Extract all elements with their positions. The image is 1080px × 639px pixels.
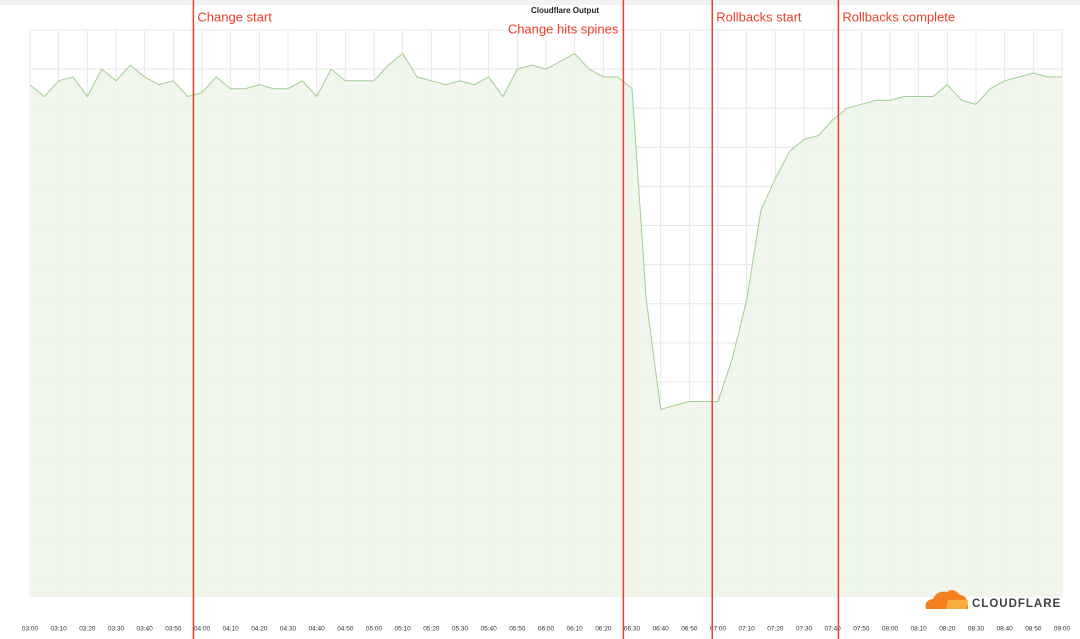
x-tick-label: 08:50 (1025, 626, 1042, 633)
x-tick-label: 08:20 (939, 626, 956, 633)
x-tick-label: 07:40 (825, 626, 842, 633)
x-tick-label: 04:20 (251, 626, 268, 633)
line (29, 52, 1062, 410)
x-tick-label: 08:40 (997, 626, 1014, 633)
annotation-label: Change start (197, 9, 272, 24)
x-tick-label: 07:10 (739, 626, 756, 633)
x-tick-label: 06:10 (567, 626, 584, 633)
x-tick-label: 07:50 (853, 626, 870, 633)
x-tick-label: 05:20 (423, 626, 440, 633)
logo-text: CLOUDFLARE (972, 598, 1061, 610)
x-tick-label: 06:50 (681, 626, 698, 633)
x-tick-label: 03:50 (165, 626, 182, 633)
top-band (0, 0, 1080, 5)
area-fill (30, 53, 1062, 597)
logo: CLOUDFLARE (925, 590, 1061, 610)
x-tick-label: 05:10 (395, 626, 412, 633)
x-tick-label: 03:10 (51, 626, 68, 633)
x-tick-label: 04:10 (223, 626, 240, 633)
x-tick-label: 05:00 (366, 626, 383, 633)
x-tick-label: 06:00 (538, 626, 555, 633)
x-tick-label: 07:00 (710, 626, 727, 633)
annotation-label: Rollbacks start (716, 9, 802, 24)
annotation-label: Change hits spines (508, 21, 619, 36)
x-tick-label: 04:00 (194, 626, 211, 633)
x-tick-label: 03:00 (22, 626, 39, 633)
x-tick-label: 04:30 (280, 626, 297, 633)
x-tick-label: 06:20 (595, 626, 612, 633)
x-tick-label: 04:50 (337, 626, 354, 633)
x-tick-label: 09:00 (1054, 626, 1071, 633)
x-tick-label: 03:30 (108, 626, 125, 633)
x-tick-label: 08:00 (882, 626, 899, 633)
x-tick-label: 03:20 (79, 626, 96, 633)
chart-title: Cloudflare Output (531, 6, 599, 15)
x-tick-label: 08:10 (911, 626, 928, 633)
annotation-label: Rollbacks complete (842, 9, 955, 24)
x-tick-label: 05:50 (509, 626, 526, 633)
x-tick-label: 03:40 (137, 626, 154, 633)
x-tick-label: 06:30 (624, 626, 641, 633)
x-tick-label: 04:40 (309, 626, 326, 633)
x-tick-label: 08:30 (968, 626, 985, 633)
x-tick-label: 07:30 (796, 626, 813, 633)
x-tick-label: 06:40 (653, 626, 670, 633)
logo-cloud-accent (946, 600, 968, 609)
x-tick-label: 05:40 (481, 626, 498, 633)
x-tick-label: 07:20 (767, 626, 784, 633)
x-tick-label: 05:30 (452, 626, 469, 633)
